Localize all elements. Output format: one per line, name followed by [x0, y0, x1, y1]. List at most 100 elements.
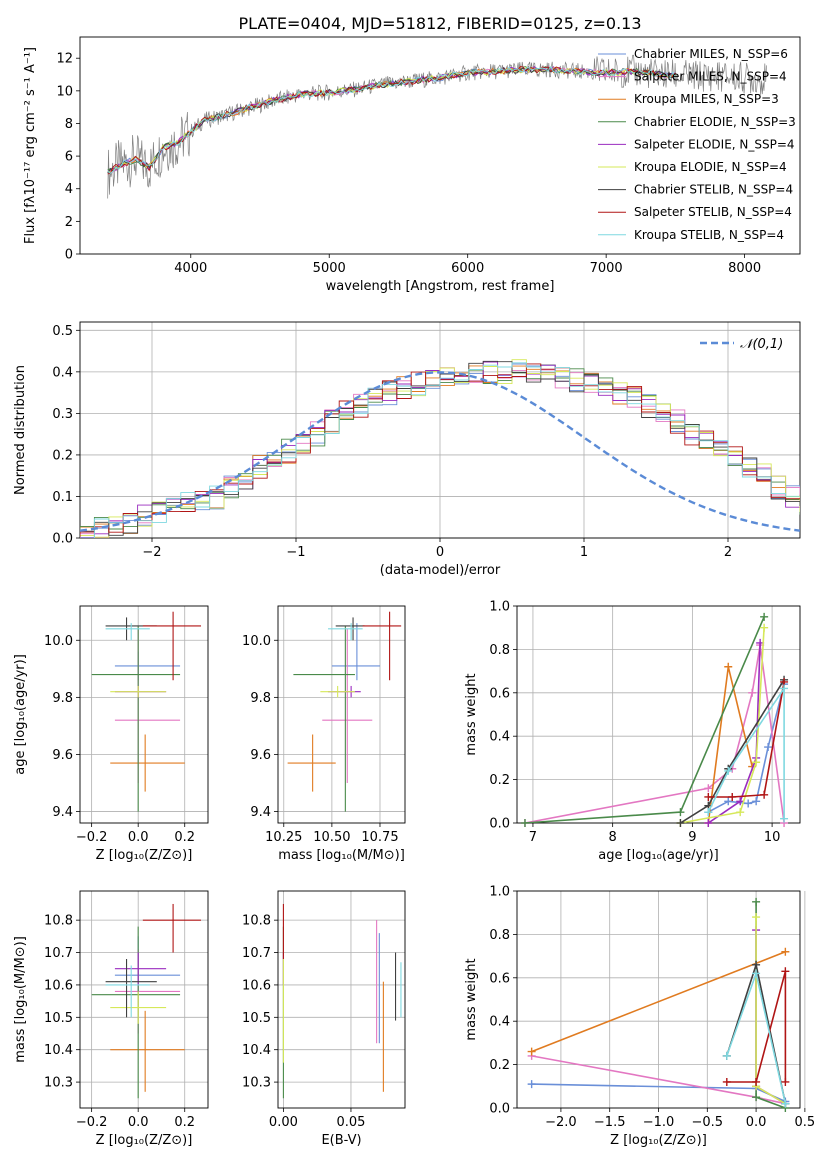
mass_vs_Z-ytick-label: 10.4 — [44, 1043, 73, 1058]
mass_weight_vs_age-marker — [520, 819, 529, 827]
mass_weight_vs_Z-marker — [781, 967, 790, 976]
mass_weight_vs_age-marker — [760, 612, 769, 621]
residual-histogram — [80, 362, 800, 538]
spectrum-legend-label: Chabrier STELIB, N_SSP=4 — [634, 183, 793, 197]
mass_vs_ebv-ytick-label: 10.5 — [242, 1011, 271, 1026]
residuals-ytick-label: 0.3 — [52, 407, 73, 422]
residuals-ytick-label: 0.4 — [52, 365, 73, 380]
mass_weight_vs_age-line — [679, 679, 785, 823]
mass_weight_vs_Z-line — [755, 917, 786, 1105]
age_vs_Z-xtick-label: −0.2 — [76, 830, 108, 845]
mass_weight_vs_Z-marker — [752, 969, 761, 978]
spectrum-legend-label: Salpeter ELODIE, N_SSP=4 — [634, 137, 795, 151]
residuals-ytick-label: 0.2 — [52, 448, 73, 463]
mass_weight_vs_age-line — [524, 616, 765, 823]
mass_weight_vs_Z-marker — [752, 913, 761, 922]
mass_weight_vs_age-marker — [724, 766, 733, 775]
mass_weight_vs_Z-ylabel: mass weight — [464, 958, 479, 1040]
mass_weight_vs_age-marker — [724, 662, 733, 671]
mass_weight_vs_Z-frame — [516, 890, 801, 1109]
mass_vs_Z-frame — [79, 890, 209, 1109]
mass_weight_vs_age-marker — [676, 819, 685, 827]
age_vs_mass-xtick-label: 10.25 — [265, 830, 302, 845]
mass_vs_ebv-ytick-label: 10.7 — [242, 946, 271, 961]
mass_weight_vs_Z-marker — [527, 1047, 536, 1056]
age_vs_mass-ytick-label: 9.4 — [250, 805, 271, 820]
spectrum-legend-label: Kroupa MILES, N_SSP=3 — [634, 92, 779, 106]
mass_weight_vs_Z-ytick-label: 0.4 — [489, 1015, 510, 1030]
spectrum-legend-label: Kroupa ELODIE, N_SSP=4 — [634, 160, 787, 174]
mass_weight_vs_Z-xtick-label: 0.0 — [746, 1115, 767, 1130]
mass_weight_vs_age-xtick-label: 7 — [529, 830, 537, 845]
mass_weight_vs_age-ytick-label: 0.0 — [489, 817, 510, 832]
mass_weight_vs_Z-ytick-label: 1.0 — [489, 885, 510, 900]
mass_weight_vs_age-marker — [704, 819, 713, 827]
age_vs_Z-ytick-label: 9.8 — [52, 691, 73, 706]
mass_weight_vs_age-marker — [676, 808, 685, 817]
age_vs_Z-xtick-label: 0.0 — [128, 830, 149, 845]
spectrum-legend-label: Salpeter STELIB, N_SSP=4 — [634, 205, 792, 219]
mass_weight_vs_age-ytick-label: 0.4 — [489, 730, 510, 745]
spectrum-ytick-label: 4 — [65, 182, 73, 197]
mass_vs_Z-xlabel: Z [log₁₀(Z/Z⊙)] — [96, 1133, 193, 1148]
mass_vs_Z-ytick-label: 10.5 — [44, 1011, 73, 1026]
age_vs_mass-xlabel: mass [log₁₀(M/M⊙)] — [278, 848, 405, 863]
spectrum-model-line — [107, 65, 676, 174]
spectrum-xtick-label: 4000 — [174, 261, 207, 276]
mass_weight_vs_Z-marker — [752, 897, 761, 906]
mass_weight_vs_age-line — [708, 681, 785, 798]
spectrum-ytick-label: 10 — [56, 84, 73, 99]
age_vs_mass-ytick-label: 9.6 — [250, 748, 271, 763]
mass_weight_vs_age-line — [524, 644, 785, 823]
residuals-ytick-label: 0.0 — [52, 532, 73, 547]
mass_weight_vs_age-marker — [760, 790, 769, 799]
mass_weight_vs_age-marker — [744, 799, 753, 808]
spectrum-legend-label: Kroupa STELIB, N_SSP=4 — [634, 228, 784, 242]
mass_weight_vs_Z-xtick-label: −1.0 — [643, 1115, 675, 1130]
mass_weight_vs_age-xlabel: age [log₁₀(age/yr)] — [598, 848, 719, 863]
mass_weight_vs_age-ytick-label: 0.6 — [489, 686, 510, 701]
age_vs_Z-xlabel: Z [log₁₀(Z/Z⊙)] — [96, 848, 193, 863]
mass_weight_vs_age-xtick-label: 9 — [688, 830, 696, 845]
mass_weight_vs_age-marker — [780, 814, 789, 823]
mass_weight_vs_Z-xtick-label: −2.0 — [545, 1115, 577, 1130]
mass_vs_ebv-ytick-label: 10.3 — [242, 1076, 271, 1091]
mass_weight_vs_Z-xtick-label: −0.5 — [692, 1115, 724, 1130]
spectrum-legend-label: Chabrier MILES, N_SSP=6 — [634, 47, 788, 61]
mass_weight_vs_Z-marker — [781, 1099, 790, 1108]
mass_vs_ebv-xlabel: E(B-V) — [321, 1133, 361, 1148]
age_vs_mass-xtick-label: 10.50 — [313, 830, 350, 845]
mass_vs_Z-xtick-label: −0.2 — [76, 1115, 108, 1130]
mass_weight_vs_age-ytick-label: 0.8 — [489, 643, 510, 658]
residuals-xtick-label: 1 — [580, 545, 588, 560]
spectrum-ytick-label: 2 — [65, 215, 73, 230]
mass_weight_vs_Z-marker — [722, 1077, 731, 1086]
mass_vs_ebv-ytick-label: 10.4 — [242, 1043, 271, 1058]
residuals-frame — [79, 321, 801, 539]
mass_weight_vs_age-xtick-label: 8 — [609, 830, 617, 845]
mass_weight_vs_Z-marker — [722, 1051, 731, 1060]
age_vs_mass-ytick-label: 9.8 — [250, 691, 271, 706]
spectrum-ytick-label: 12 — [56, 52, 73, 67]
spectrum-xtick-label: 5000 — [313, 261, 346, 276]
spectrum-frame — [79, 36, 801, 255]
spectrum-model-line — [107, 66, 676, 175]
mass_weight_vs_age-ylabel: mass weight — [464, 673, 479, 755]
mass_weight_vs_Z-line — [531, 951, 786, 1053]
mass_weight_vs_age-marker — [704, 792, 713, 801]
mass_weight_vs_Z-line — [726, 971, 787, 1083]
mass_weight_vs_age-marker — [760, 623, 769, 632]
mass_weight_vs_age-marker — [780, 684, 789, 693]
mass_weight_vs_age-marker — [752, 797, 761, 806]
age_vs_mass-ytick-label: 10.0 — [242, 634, 271, 649]
spectrum-xtick-label: 6000 — [451, 261, 484, 276]
spectrum-model-line — [107, 66, 676, 174]
age_vs_Z-xtick-label: 0.2 — [174, 830, 195, 845]
mass_weight_vs_age-marker — [736, 808, 745, 817]
mass_vs_ebv-ytick-label: 10.8 — [242, 914, 271, 929]
mass_weight_vs_Z-line — [755, 901, 786, 1108]
mass_vs_Z-xtick-label: 0.0 — [128, 1115, 149, 1130]
mass_vs_Z-ylabel: mass [log₁₀(M/M⊙)] — [13, 936, 28, 1063]
mass_weight_vs_Z-line — [755, 930, 786, 1105]
spectrum-xtick-label: 7000 — [590, 261, 623, 276]
